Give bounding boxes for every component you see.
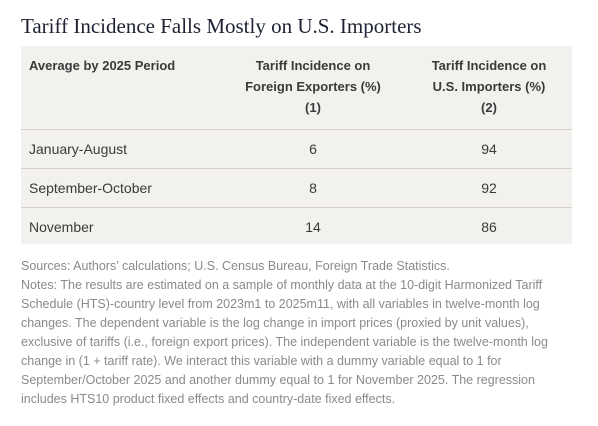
- header-importers-line1: Tariff Incidence on: [431, 58, 547, 73]
- sources-text: Sources: Authors’ calculations; U.S. Cen…: [21, 259, 450, 273]
- row-foreign-value: 14: [305, 219, 321, 235]
- page-title: Tariff Incidence Falls Mostly on U.S. Im…: [21, 14, 422, 38]
- table-row: September-October 8 92: [21, 169, 572, 208]
- table-row: November 14 86: [21, 208, 572, 246]
- source-notes: Sources: Authors’ calculations; U.S. Cen…: [21, 257, 581, 409]
- row-period: September-October: [29, 180, 152, 196]
- table-row: January-August 6 94: [21, 130, 572, 169]
- row-importers-value: 86: [481, 219, 497, 235]
- row-period: November: [29, 219, 94, 235]
- header-importers-line2: U.S. Importers (%): [432, 79, 546, 94]
- header-foreign-exporters: Tariff Incidence on Foreign Exporters (%…: [223, 55, 403, 118]
- header-foreign-line1: Tariff Incidence on: [255, 58, 371, 73]
- table-header-row: Average by 2025 Period Tariff Incidence …: [21, 46, 572, 130]
- header-importers-line3: (2): [481, 100, 497, 115]
- row-foreign-value: 8: [309, 180, 317, 196]
- header-foreign-line3: (1): [305, 100, 321, 115]
- header-foreign-line2: Foreign Exporters (%): [245, 79, 381, 94]
- header-us-importers: Tariff Incidence on U.S. Importers (%) (…: [399, 55, 579, 118]
- incidence-table: Average by 2025 Period Tariff Incidence …: [21, 46, 572, 244]
- notes-text: Notes: The results are estimated on a sa…: [21, 278, 548, 406]
- row-foreign-value: 6: [309, 141, 317, 157]
- row-period: January-August: [29, 141, 128, 157]
- row-importers-value: 94: [481, 141, 497, 157]
- row-importers-value: 92: [481, 180, 497, 196]
- header-period: Average by 2025 Period: [29, 58, 176, 73]
